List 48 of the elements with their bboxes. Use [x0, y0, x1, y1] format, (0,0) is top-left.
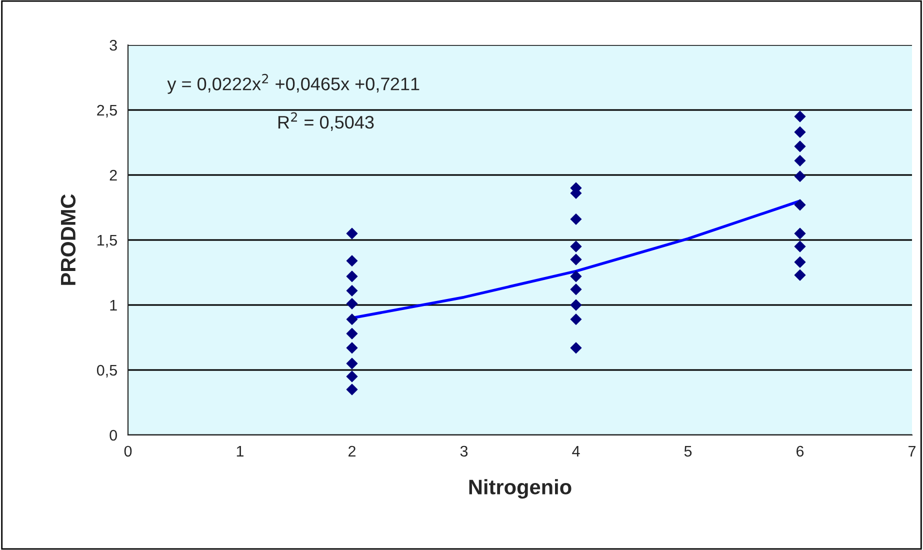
point: [346, 228, 358, 240]
point: [346, 285, 358, 296]
point: [570, 270, 582, 282]
x-tick-label: 3: [460, 446, 468, 457]
y-tick-label: 0,5: [96, 364, 117, 378]
x-tick-label: 2: [348, 446, 356, 456]
x-tick-label: 4: [572, 446, 580, 456]
point: [346, 328, 358, 340]
point: [570, 240, 582, 252]
point: [570, 284, 582, 296]
x-axis-title: Nitrogenio: [469, 479, 572, 499]
point: [794, 170, 806, 182]
point: [346, 255, 358, 266]
point: [346, 342, 358, 354]
point: [570, 299, 582, 311]
x-tick-label: 1: [236, 446, 244, 456]
y-tick-label: 3: [110, 40, 117, 51]
point: [346, 298, 358, 310]
x-tick-label: 7: [908, 446, 916, 456]
y-tick-label: 2,5: [97, 104, 117, 118]
annotation: y = 0,0222x$^{2}$ +0,0465x +0,7211: [167, 74, 420, 94]
point: [570, 214, 582, 225]
x-tick-label: 6: [796, 446, 804, 457]
point: [570, 314, 582, 325]
point: [794, 256, 806, 268]
point: [794, 269, 806, 281]
y-tick-label: 2: [110, 170, 117, 181]
point: [570, 254, 582, 266]
annotation: R$^{2}$ = 0,5043: [278, 112, 374, 131]
point: [794, 155, 806, 166]
point: [346, 270, 358, 282]
point: [794, 228, 806, 240]
y-tick-label: 1,5: [98, 235, 117, 248]
x-tick-label: 0: [124, 446, 132, 457]
point: [794, 240, 806, 252]
point: [794, 199, 806, 211]
point: [346, 384, 358, 396]
x-tick-label: 5: [684, 446, 692, 457]
y-tick-label: 1: [110, 300, 117, 311]
point: [794, 126, 806, 138]
point: [794, 140, 806, 152]
point: [346, 314, 358, 325]
point: [346, 370, 358, 382]
y-axis-title: PRODMC: [60, 194, 76, 285]
point: [794, 110, 806, 122]
point: [346, 358, 358, 370]
y-tick-label: 0: [110, 430, 117, 441]
point: [570, 342, 582, 354]
